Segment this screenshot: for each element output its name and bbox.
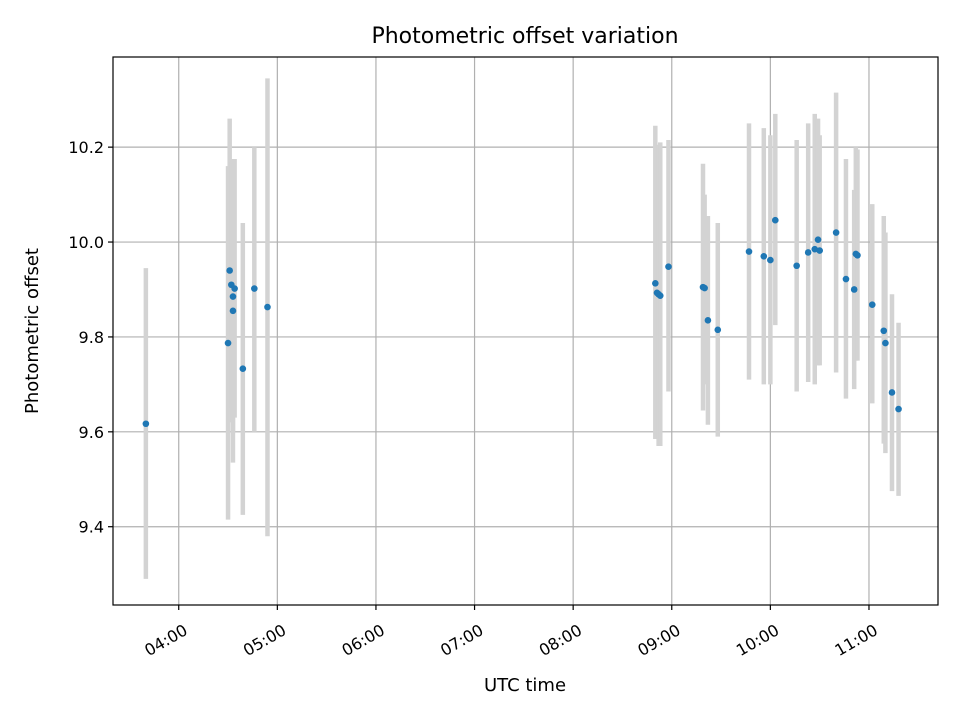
data-point bbox=[760, 252, 768, 260]
data-point bbox=[142, 420, 150, 428]
data-point bbox=[814, 236, 822, 243]
data-point bbox=[229, 293, 237, 300]
data-point bbox=[880, 327, 888, 335]
data-point bbox=[701, 284, 708, 292]
y-axis-label: Photometric offset bbox=[22, 248, 43, 414]
data-point bbox=[224, 339, 232, 347]
y-tick-label: 9.8 bbox=[79, 328, 104, 347]
data-point bbox=[665, 263, 672, 271]
data-point bbox=[882, 339, 889, 347]
data-point bbox=[804, 249, 812, 256]
data-point bbox=[239, 365, 247, 373]
data-point bbox=[895, 405, 902, 413]
x-axis-label: UTC time bbox=[484, 675, 566, 696]
y-tick-label: 10.2 bbox=[68, 138, 104, 157]
data-point bbox=[850, 286, 858, 293]
data-point bbox=[745, 248, 753, 255]
data-point bbox=[231, 285, 238, 292]
data-point bbox=[767, 256, 774, 264]
data-point bbox=[229, 307, 237, 315]
chart-title: Photometric offset variation bbox=[371, 24, 678, 49]
data-point bbox=[656, 292, 664, 299]
y-tick-label: 9.4 bbox=[79, 518, 104, 537]
data-point bbox=[832, 229, 840, 236]
data-point bbox=[842, 275, 850, 283]
y-tick-label: 9.6 bbox=[79, 423, 104, 442]
data-point bbox=[652, 280, 659, 287]
data-point bbox=[888, 389, 896, 396]
data-point bbox=[868, 301, 876, 308]
data-point bbox=[854, 252, 861, 259]
grid-layer bbox=[113, 57, 938, 605]
data-point bbox=[816, 247, 823, 254]
data-point bbox=[251, 285, 258, 292]
y-tick-label: 10.0 bbox=[68, 233, 104, 252]
plot-frame bbox=[112, 56, 939, 606]
data-point bbox=[714, 326, 722, 334]
data-point bbox=[264, 303, 271, 311]
data-point bbox=[226, 267, 233, 274]
data-point bbox=[704, 317, 712, 324]
point-layer bbox=[142, 216, 902, 428]
data-point bbox=[793, 262, 800, 270]
data-point bbox=[772, 216, 779, 224]
